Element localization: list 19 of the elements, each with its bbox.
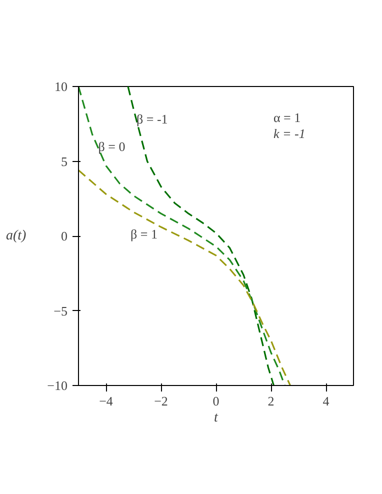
- x-tick-label: −4: [99, 394, 114, 408]
- y-tick-label: −5: [54, 303, 68, 318]
- x-tick-label: −2: [154, 394, 168, 408]
- y-tick-label: 5: [61, 154, 68, 169]
- y-tick-label: −10: [47, 378, 68, 393]
- x-tick-label: 4: [322, 394, 330, 408]
- x-tick-label: 0: [212, 394, 220, 408]
- annotation: k = -1: [274, 126, 306, 141]
- line-series: [127, 86, 275, 386]
- y-tick-label: 0: [61, 228, 68, 244]
- series-label: β = 1: [130, 226, 158, 242]
- y-tick-label: 10: [54, 79, 68, 94]
- y-axis-title: a(t): [6, 228, 27, 244]
- line-series: [78, 169, 292, 386]
- series-label: β = 0: [98, 138, 126, 154]
- x-axis-title: t: [214, 410, 220, 426]
- x-tick-label: 2: [268, 394, 274, 408]
- annotation: α = 1: [274, 110, 301, 125]
- series-label: β = -1: [136, 111, 168, 126]
